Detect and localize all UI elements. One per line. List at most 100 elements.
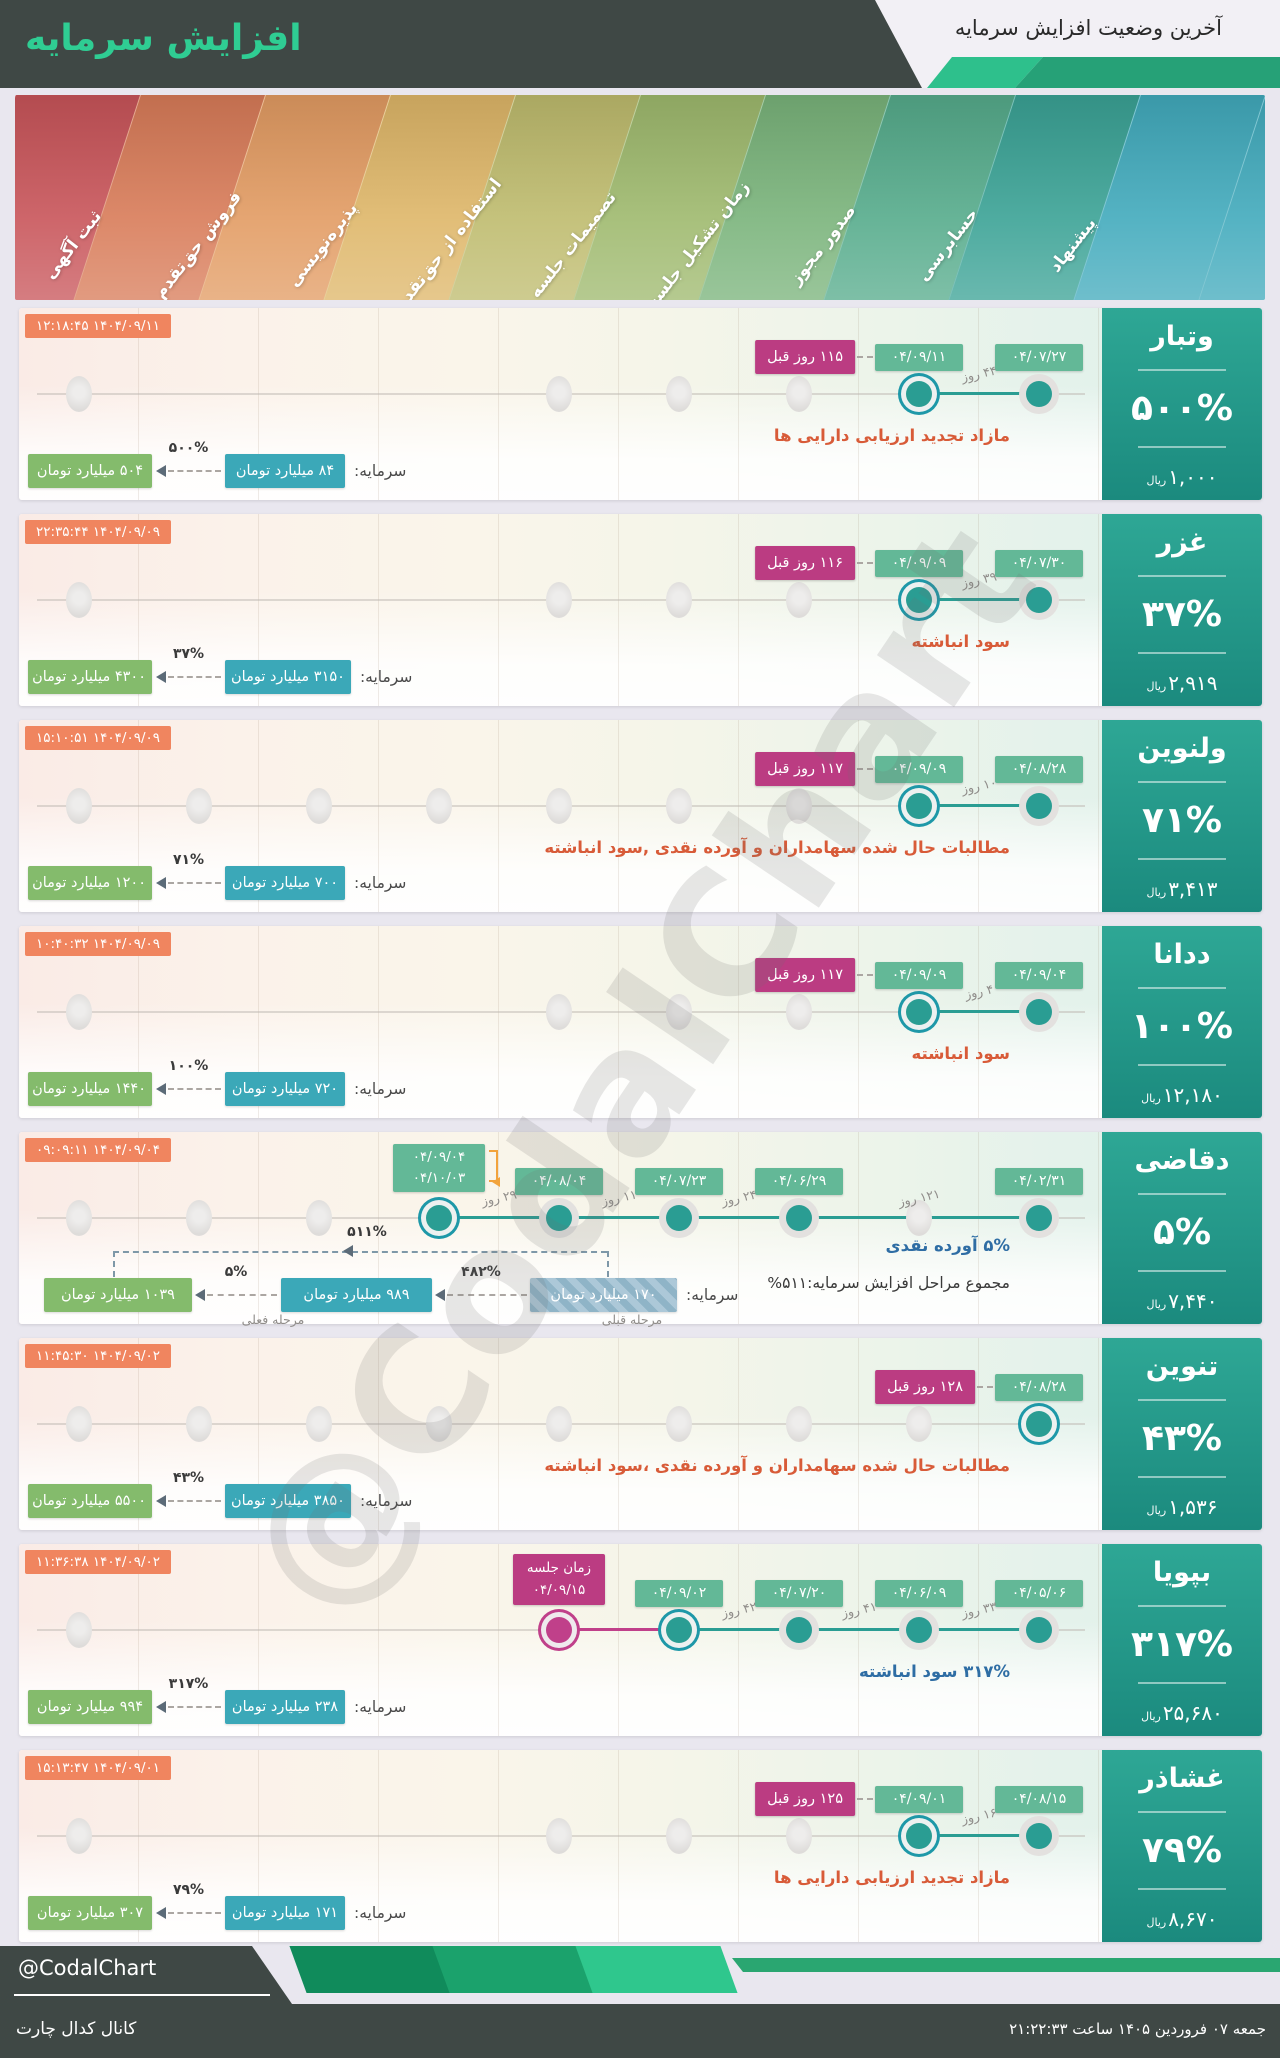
- event-date-badge: ۰۴/۰۶/۰۹: [875, 1580, 963, 1607]
- company-percent: ۷۱%: [1141, 800, 1222, 841]
- company-percent: ۳۱۷%: [1131, 1624, 1233, 1665]
- panel-divider: [1138, 1888, 1226, 1890]
- previous-phase-label: مرحله قبلی: [601, 1312, 663, 1327]
- process-stage-banner: ثبت آگهی فروش حق‌تقدم پذیره‌نویسی استفاده ا…: [15, 95, 1265, 300]
- capital-arrow: [168, 1088, 221, 1090]
- stage-dot-placeholder: [786, 1818, 812, 1854]
- company-name: بپویا: [1152, 1557, 1212, 1588]
- stage-dot-placeholder: [66, 1200, 92, 1236]
- timestamp-badge: ۱۴۰۴/۰۹/۰۲ ۱۱:۳۶:۳۸: [25, 1550, 172, 1574]
- price-value: ۷,۴۴۰: [1168, 1289, 1218, 1313]
- stage-dot-placeholder: [786, 1406, 812, 1442]
- company-panel: ولنوین ۷۱% ۳,۴۱۳ ریال: [1102, 720, 1262, 912]
- panel-divider: [1138, 1682, 1226, 1684]
- capital-arrow-head-icon: [195, 1289, 205, 1301]
- company-row: ۱۴۰۴/۰۹/۰۴ ۰۹:۰۹:۱۱ ۰۴/۰۸/۰۴ ۰۴/۰۷/۲۳ ۰۴/۰۶…: [19, 1132, 1262, 1327]
- event-date-badge: ۰۴/۰۷/۳۰: [995, 550, 1083, 577]
- stacked-date-bracket-arrow-icon: [492, 1177, 500, 1187]
- total-percent-bracket: [113, 1251, 607, 1253]
- timestamp-badge: ۱۴۰۴/۰۹/۰۱ ۱۵:۱۳:۴۷: [25, 1756, 172, 1780]
- stage-dot-active: [546, 1205, 572, 1231]
- footer-datetime: جمعه ۰۷ فروردین ۱۴۰۵ ساعت ۲۱:۲۲:۳۳: [1009, 2020, 1266, 2038]
- stage-dot-placeholder: [786, 582, 812, 618]
- capital-label: سرمایه:: [686, 1286, 739, 1304]
- price-unit: ریال: [1146, 680, 1167, 693]
- panel-divider: [1138, 1064, 1226, 1066]
- price-value: ۱,۵۳۶: [1168, 1495, 1218, 1519]
- capital-original-group: ۱۷۰ میلیارد تومان سرمایه:: [530, 1278, 738, 1312]
- days-ago-badge: ۱۲۸ روز قبل: [875, 1370, 975, 1404]
- capital-new-badge: ۳۰۷ میلیارد تومان: [28, 1896, 152, 1930]
- footer-green-blocks: [289, 1946, 738, 1993]
- panel-divider: [1138, 1270, 1226, 1272]
- company-row: ۱۴۰۴/۰۹/۰۲ ۱۱:۳۶:۳۸ ۰۴/۰۹/۰۲ ۰۴/۰۷/۲۰ ۰۴/۰۶…: [19, 1544, 1262, 1736]
- ribbon-dark-segment: [1015, 57, 1280, 88]
- page-title: افزایش سرمایه: [25, 18, 302, 59]
- stage-dot-placeholder: [786, 376, 812, 412]
- capital-label: سرمایه:: [359, 1492, 413, 1510]
- event-date-badge: ۰۴/۰۸/۲۸: [995, 1374, 1083, 1401]
- capital-arrow-head-icon: [156, 1701, 166, 1713]
- days-ago-connector: [857, 356, 873, 358]
- stage-dot-active: [1026, 793, 1052, 819]
- stage-dot-current: [906, 793, 932, 819]
- capital-label: سرمایه:: [354, 874, 407, 892]
- capital-arrow: [168, 882, 221, 884]
- capital-new-badge: ۴۳۰۰ میلیارد تومان: [28, 660, 152, 694]
- stage-dot-placeholder: [306, 1200, 332, 1236]
- capital-arrow-head-icon: [156, 1083, 166, 1095]
- capital-arrow: [168, 1500, 221, 1502]
- company-name: ولنوین: [1137, 733, 1227, 764]
- stage-dot-active: [1026, 587, 1052, 613]
- stage-dot-placeholder: [546, 1406, 572, 1442]
- company-row: ۱۴۰۴/۰۹/۰۹ ۲۲:۳۵:۴۴ ۰۴/۰۹/۰۹ ۰۴/۰۷/۳۰ ۱۱۶ ر…: [19, 514, 1262, 706]
- stage-dot-active: [1026, 381, 1052, 407]
- company-name: وتبار: [1150, 321, 1214, 352]
- price-unit: ریال: [1141, 1710, 1161, 1723]
- capital-arrow-head-icon: [156, 671, 166, 683]
- stage-dot-placeholder: [426, 1406, 452, 1442]
- event-date-badge: ۰۴/۰۵/۰۶: [995, 1580, 1083, 1607]
- capital-percent-label: ۱۰۰%: [168, 1058, 209, 1074]
- capital-current-group: ۷۰۰ میلیارد تومان سرمایه:: [225, 866, 406, 900]
- capital-arrow: [207, 1294, 277, 1296]
- company-percent: ۴۳%: [1141, 1418, 1222, 1459]
- stage-dot-placeholder: [546, 1818, 572, 1854]
- price-unit: ریال: [1141, 1092, 1161, 1105]
- stage-dot-placeholder: [786, 788, 812, 824]
- capital-percent-label: ۳۱۷%: [168, 1676, 209, 1692]
- company-name: ددانا: [1153, 939, 1211, 970]
- stage-dot-placeholder: [546, 376, 572, 412]
- event-date-badge: ۰۴/۰۷/۲۷: [995, 344, 1083, 371]
- price-value: ۳,۴۱۳: [1168, 877, 1218, 901]
- timeline-connector: [559, 1628, 679, 1631]
- footer-channel-name: کانال کدال چارت: [16, 2019, 137, 2039]
- event-date-badge: ۰۴/۰۹/۰۹: [875, 550, 963, 577]
- capital-arrow-head-icon: [156, 877, 166, 889]
- meeting-date: ۰۴/۰۹/۱۵: [532, 1581, 586, 1598]
- timeline-connector: [919, 598, 1039, 601]
- description-text: ۵% آورده نقدی: [885, 1236, 1010, 1255]
- panel-divider: [1138, 987, 1226, 989]
- company-price: ۳,۴۱۳ ریال: [1146, 877, 1217, 901]
- stage-dot-placeholder: [306, 788, 332, 824]
- stage-dot-placeholder: [66, 376, 92, 412]
- days-ago-badge: ۱۱۷ روز قبل: [755, 752, 855, 786]
- stage-dot-active: [786, 1617, 812, 1643]
- stage-dot-placeholder: [66, 1406, 92, 1442]
- capital-percent-label: ۴۸۲%: [461, 1264, 501, 1280]
- capital-current-badge: ۳۱۵۰ میلیارد تومان: [225, 660, 351, 694]
- company-name: غزر: [1156, 527, 1208, 558]
- company-percent: ۵۰۰%: [1131, 388, 1233, 429]
- company-name: دقاضی: [1134, 1145, 1230, 1176]
- timeline-connector: [439, 1216, 1039, 1219]
- stage-dot-active: [1026, 999, 1052, 1025]
- event-date-badge: ۰۴/۰۹/۰۹: [875, 756, 963, 783]
- price-value: ۲,۹۱۹: [1168, 671, 1218, 695]
- capital-arrow: [168, 470, 221, 472]
- stage-dot-active: [786, 1205, 812, 1231]
- panel-divider: [1138, 446, 1226, 448]
- footer-green-block-mid: [432, 1946, 595, 1993]
- capital-new-badge: ۹۹۴ میلیارد تومان: [28, 1690, 152, 1724]
- stage-dot-current: [666, 1617, 692, 1643]
